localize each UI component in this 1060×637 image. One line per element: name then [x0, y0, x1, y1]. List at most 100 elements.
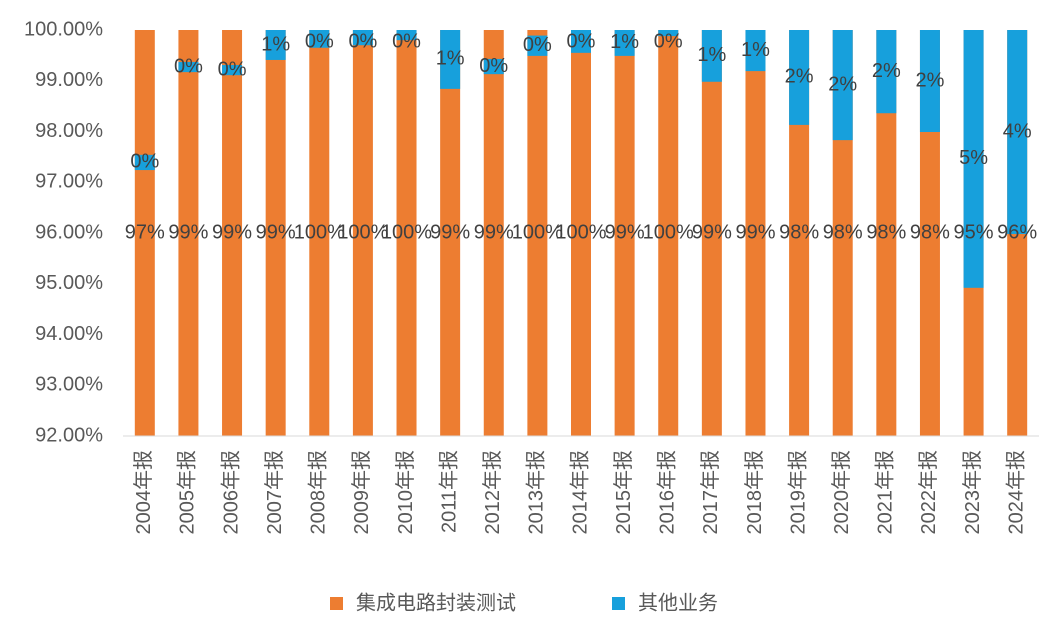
x-tick-label: 2015年报 [612, 450, 635, 535]
bar-segment [265, 30, 286, 436]
bar-segment [134, 154, 155, 171]
x-tick-label: 2010年报 [394, 450, 417, 535]
x-tick-label: 2012年报 [481, 450, 504, 535]
data-label: 1% [610, 31, 639, 53]
data-label: 95% [954, 221, 994, 243]
data-label: 99% [430, 221, 470, 243]
data-label: 99% [212, 221, 252, 243]
bar-segment [396, 30, 417, 436]
bar-segment [222, 65, 243, 76]
legend-swatch [612, 597, 625, 610]
x-tick-label: 2011年报 [437, 450, 460, 533]
bar-segment [876, 30, 897, 114]
x-tick-label: 2023年报 [961, 450, 984, 535]
data-label: 98% [910, 221, 950, 243]
data-label: 98% [779, 221, 819, 243]
x-tick-label: 2009年报 [350, 450, 373, 535]
data-label: 4% [1003, 120, 1032, 142]
bar-segment [309, 30, 330, 48]
bar-segment [832, 30, 853, 141]
data-label: 97% [125, 221, 165, 243]
data-label: 100% [381, 221, 432, 243]
bar-segment [178, 61, 199, 73]
y-tick-label: 95.00% [35, 272, 103, 294]
bar-segment [527, 30, 548, 436]
data-label: 0% [130, 151, 159, 173]
bar-segment [614, 30, 635, 436]
data-label: 0% [479, 55, 508, 77]
data-label: 2% [785, 66, 814, 88]
x-tick-label: 2005年报 [176, 450, 199, 535]
bar-segment [483, 30, 504, 436]
y-tick-label: 99.00% [35, 69, 103, 91]
x-tick-label: 2016年报 [656, 450, 679, 535]
data-label: 0% [348, 30, 377, 52]
data-label: 99% [692, 221, 732, 243]
data-label: 100% [555, 221, 606, 243]
bar-segment [789, 30, 810, 436]
data-label: 2% [828, 73, 857, 95]
bar-segment [222, 30, 243, 436]
y-tick-label: 98.00% [35, 120, 103, 142]
data-label: 100% [643, 221, 694, 243]
bar-segment [614, 30, 635, 56]
x-tick-label: 2021年报 [874, 450, 897, 535]
data-label: 1% [741, 39, 770, 61]
bar-segment [440, 30, 461, 89]
data-label: 1% [261, 33, 290, 55]
bar-segment [440, 30, 461, 436]
bar-segment [701, 30, 722, 82]
data-label: 99% [474, 221, 514, 243]
bar-segment [309, 30, 330, 436]
data-label: 5% [959, 147, 988, 169]
x-tick-label: 2014年报 [568, 450, 591, 535]
bar-segment [745, 30, 766, 72]
bar-segment [571, 30, 591, 53]
bar-segment [483, 58, 504, 75]
bar-segment [527, 35, 548, 56]
plot-area [134, 30, 1028, 436]
data-label: 0% [174, 55, 203, 77]
y-tick-label: 94.00% [35, 323, 103, 345]
bar-segment [571, 30, 591, 436]
data-label: 0% [305, 30, 334, 52]
data-label: 2% [872, 60, 901, 82]
bar-segment [134, 30, 155, 436]
bar-segment [265, 30, 286, 60]
legend-swatch [330, 597, 343, 610]
x-tick-label: 2022年报 [917, 450, 940, 535]
x-tick-label: 2013年报 [525, 450, 548, 535]
data-label: 100% [294, 221, 345, 243]
bar-segment [789, 30, 810, 125]
data-label: 99% [735, 221, 775, 243]
bar-segment [963, 30, 984, 288]
data-label: 1% [436, 48, 465, 70]
data-label: 99% [256, 221, 296, 243]
bar-segment [658, 30, 679, 436]
data-label: 0% [654, 30, 683, 52]
data-label: 0% [567, 30, 596, 52]
data-label: 99% [605, 221, 645, 243]
bar-segment [1007, 30, 1028, 235]
x-tick-label: 2019年报 [786, 450, 809, 535]
y-tick-label: 96.00% [35, 221, 103, 243]
data-label: 96% [997, 221, 1037, 243]
data-label: 1% [697, 44, 726, 66]
data-label: 0% [392, 30, 421, 52]
y-tick-label: 100.00% [24, 18, 103, 40]
x-tick-label: 2008年报 [307, 450, 330, 535]
data-label: 100% [337, 221, 388, 243]
bar-segment [396, 30, 417, 41]
x-tick-label: 2017年报 [699, 450, 722, 535]
data-label: 100% [512, 221, 563, 243]
x-tick-label: 2024年报 [1004, 450, 1027, 535]
bar-segment [352, 30, 373, 46]
data-label: 2% [915, 69, 944, 91]
bar-segment [919, 30, 940, 133]
data-label: 99% [168, 221, 208, 243]
data-label: 0% [523, 34, 552, 56]
x-tick-label: 2020年报 [830, 450, 853, 535]
legend-label: 其他业务 [638, 591, 718, 614]
legend-label: 集成电路封装测试 [356, 591, 516, 614]
